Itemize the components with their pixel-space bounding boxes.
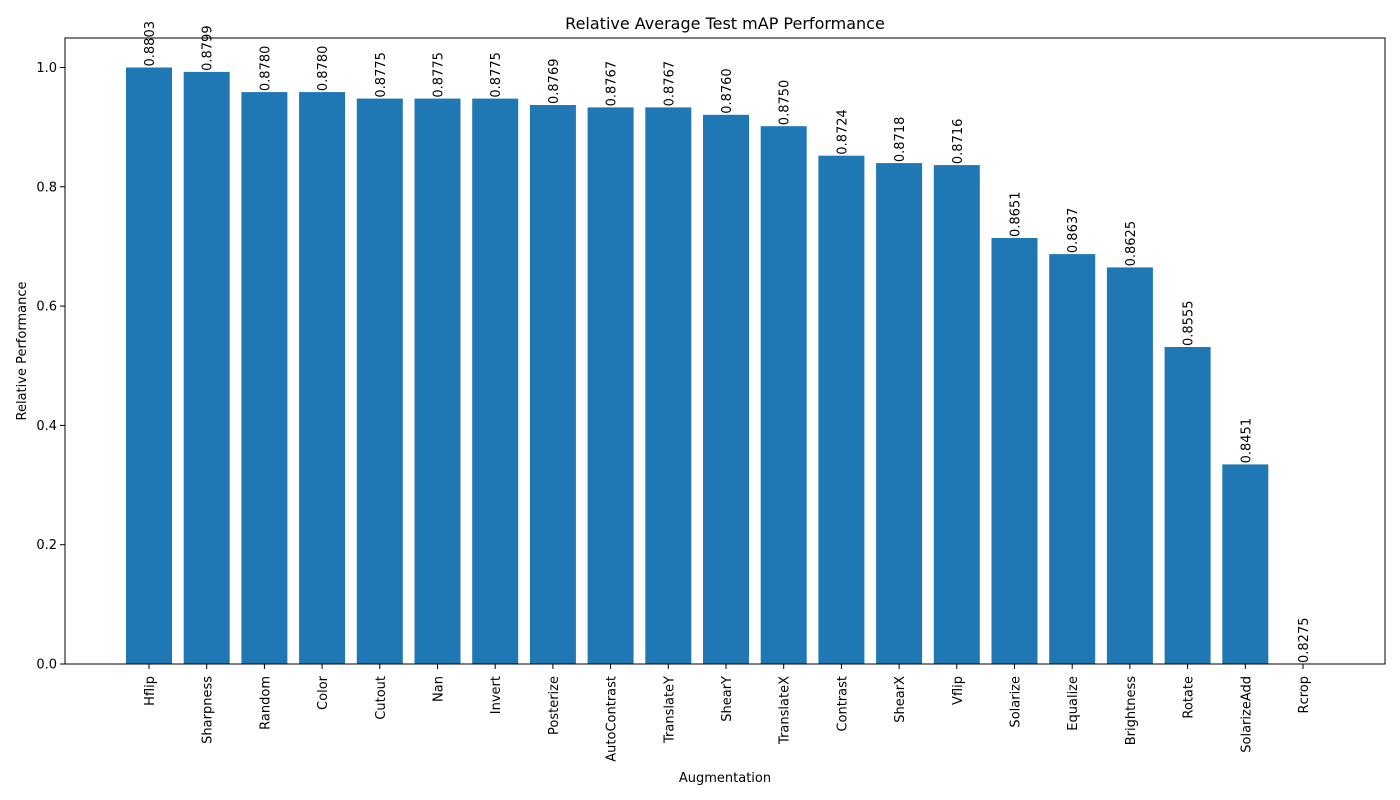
bar-value-label: 0.8625 [1124,221,1139,267]
x-tick-label: TranslateX [778,676,793,745]
x-tick-label: Invert [489,676,504,714]
bar-contrast [818,155,865,664]
bar-shearx [876,163,923,664]
x-tick-label: Brightness [1124,676,1139,745]
x-tick-label: SolarizeAdd [1239,676,1254,753]
bar-value-label: 0.8769 [547,59,562,105]
x-tick-label: Equalize [1066,676,1081,731]
bar-solarize [991,238,1038,664]
bar-translatex [760,126,807,664]
bar-value-label: 0.8780 [258,46,273,92]
y-tick-label: 0.6 [36,300,57,315]
x-tick-label: Sharpness [201,676,216,744]
bar-hflip [126,67,172,664]
y-axis: 0.0 0.2 0.4 0.6 0.8 1.0 [36,61,65,673]
bar-value-label: 0.8760 [720,68,735,114]
bar-translatey [645,107,692,664]
bar-value-label: 0.8651 [1009,192,1024,238]
chart-title: Relative Average Test mAP Performance [565,14,885,33]
plot-frame [64,37,1386,665]
y-tick-label: 1.0 [36,61,57,76]
bar-value-label: 0.8275 [1297,618,1312,664]
bar-value-label: 0.8775 [374,52,389,98]
bar-sharpness [183,71,230,664]
value-labels-group: 0.8803 0.8799 0.8780 0.8780 0.8775 0.8775 0.87… [143,21,1312,663]
y-tick-label: 0.8 [36,180,57,195]
x-tick-label: AutoContrast [605,676,620,762]
bar-value-label: 0.8750 [778,80,793,126]
bar-autocontrast [587,107,634,664]
y-tick-label: 0.0 [36,658,57,673]
bar-cutout [356,98,403,665]
y-axis-label: Relative Performance [15,282,30,421]
bar-value-label: 0.8799 [201,25,216,71]
bar-value-label: 0.8716 [951,119,966,165]
bar-value-label: 0.8451 [1239,418,1254,464]
x-tick-label: Rotate [1182,676,1197,719]
bar-value-label: 0.8775 [489,52,504,98]
x-tick-label: Rcrop [1297,676,1312,713]
bar-value-label: 0.8767 [605,61,620,107]
bar-posterize [529,105,576,664]
bar-nan [414,98,461,665]
bar-equalize [1049,254,1096,664]
x-tick-label: Posterize [547,676,562,735]
bar-value-label: 0.8803 [143,21,158,67]
bar-color [299,92,346,665]
x-tick-label: Solarize [1009,676,1024,728]
x-tick-label: ShearY [720,676,735,722]
bar-value-label: 0.8775 [432,52,447,98]
bar-random [241,92,288,665]
x-tick-label: Hflip [143,676,158,706]
x-tick-label: Random [258,676,273,730]
x-axis: Hflip Sharpness Random Color Cutout Nan Invert… [143,664,1312,762]
y-tick-label: 0.2 [36,538,57,553]
bar-brightness [1106,267,1153,664]
bar-solarizeadd [1222,464,1269,664]
x-tick-label: TranslateY [662,676,677,744]
bar-sheary [703,114,749,665]
bar-value-label: 0.8724 [835,109,850,155]
x-tick-label: Cutout [374,676,389,720]
bar-value-label: 0.8767 [662,61,677,107]
x-tick-label: ShearX [893,676,908,723]
x-tick-label: Vflip [951,676,966,705]
x-tick-label: Contrast [835,676,850,732]
bars-group [126,67,1269,665]
bar-value-label: 0.8780 [316,46,331,92]
bar-invert [472,98,519,665]
x-tick-label: Color [316,675,331,710]
bar-value-label: 0.8555 [1182,301,1197,347]
y-tick-label: 0.4 [36,419,57,434]
bar-value-label: 0.8637 [1066,208,1081,254]
x-axis-label: Augmentation [679,771,771,786]
x-tick-label: Nan [432,676,447,702]
bar-vflip [933,165,980,664]
bar-value-label: 0.8718 [893,117,908,163]
bar-rotate [1164,347,1211,664]
